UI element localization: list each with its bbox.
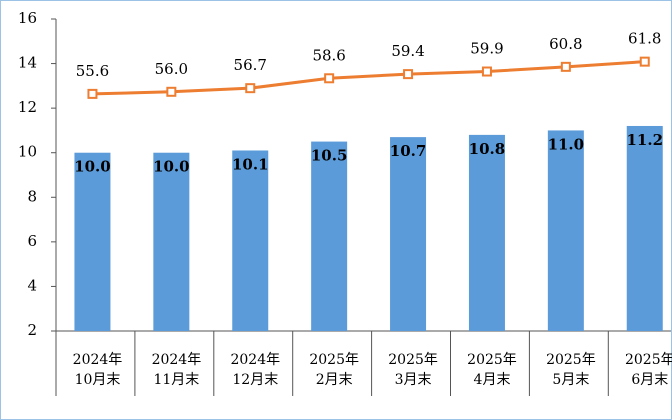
line-marker [481, 66, 492, 77]
bar-value-label: 11.2 [626, 131, 663, 149]
x-tick-label: 2024年 10月末 [72, 352, 123, 388]
y-tick-label: 16 [18, 9, 37, 27]
bar-value-label: 10.8 [469, 140, 506, 158]
line-marker [87, 88, 98, 99]
x-tick-label: 2025年 6月末 [624, 352, 672, 388]
bar [311, 141, 348, 331]
bar [74, 152, 111, 331]
x-tick-label: 2025年 4月末 [467, 352, 517, 388]
line-value-label: 61.8 [628, 30, 661, 48]
line-marker [166, 86, 177, 97]
line-value-label: 59.9 [470, 40, 503, 58]
bar-value-label: 10.1 [232, 155, 269, 173]
y-tick-label: 8 [27, 187, 37, 205]
x-tick-label: 2025年 5月末 [546, 352, 596, 388]
line-marker [560, 61, 571, 72]
y-tick-label: 14 [18, 54, 37, 72]
y-tick-label: 2 [27, 321, 37, 339]
line-value-label: 55.6 [76, 62, 109, 80]
bar [153, 152, 190, 331]
bar-value-label: 11.0 [548, 135, 585, 153]
line-marker [245, 83, 256, 94]
x-tick-label: 2024年 12月末 [230, 352, 281, 388]
x-tick-label: 2025年 3月末 [388, 352, 438, 388]
bar [626, 125, 663, 331]
bar-value-label: 10.0 [74, 158, 111, 176]
y-tick-label: 10 [18, 143, 37, 161]
bar [547, 130, 584, 331]
y-tick-label: 12 [18, 98, 37, 116]
x-tick-label: 2024年 11月末 [151, 352, 202, 388]
bar-value-label: 10.0 [153, 158, 190, 176]
line-value-label: 59.4 [391, 42, 424, 60]
line-value-label: 58.6 [312, 46, 345, 64]
bar-value-label: 10.5 [311, 147, 348, 165]
y-tick-label: 6 [27, 232, 37, 250]
line [92, 60, 645, 96]
line-marker [324, 73, 335, 84]
y-tick-label: 4 [27, 276, 37, 294]
line-marker [403, 69, 414, 80]
bar-value-label: 10.7 [390, 142, 427, 160]
bar [468, 134, 505, 331]
line-value-label: 56.7 [234, 56, 267, 74]
x-tick-label: 2025年 2月末 [309, 352, 359, 388]
bar [232, 150, 269, 331]
line-marker [639, 56, 650, 67]
line-value-label: 56.0 [155, 60, 188, 78]
bar [390, 137, 427, 331]
line-value-label: 60.8 [549, 35, 582, 53]
